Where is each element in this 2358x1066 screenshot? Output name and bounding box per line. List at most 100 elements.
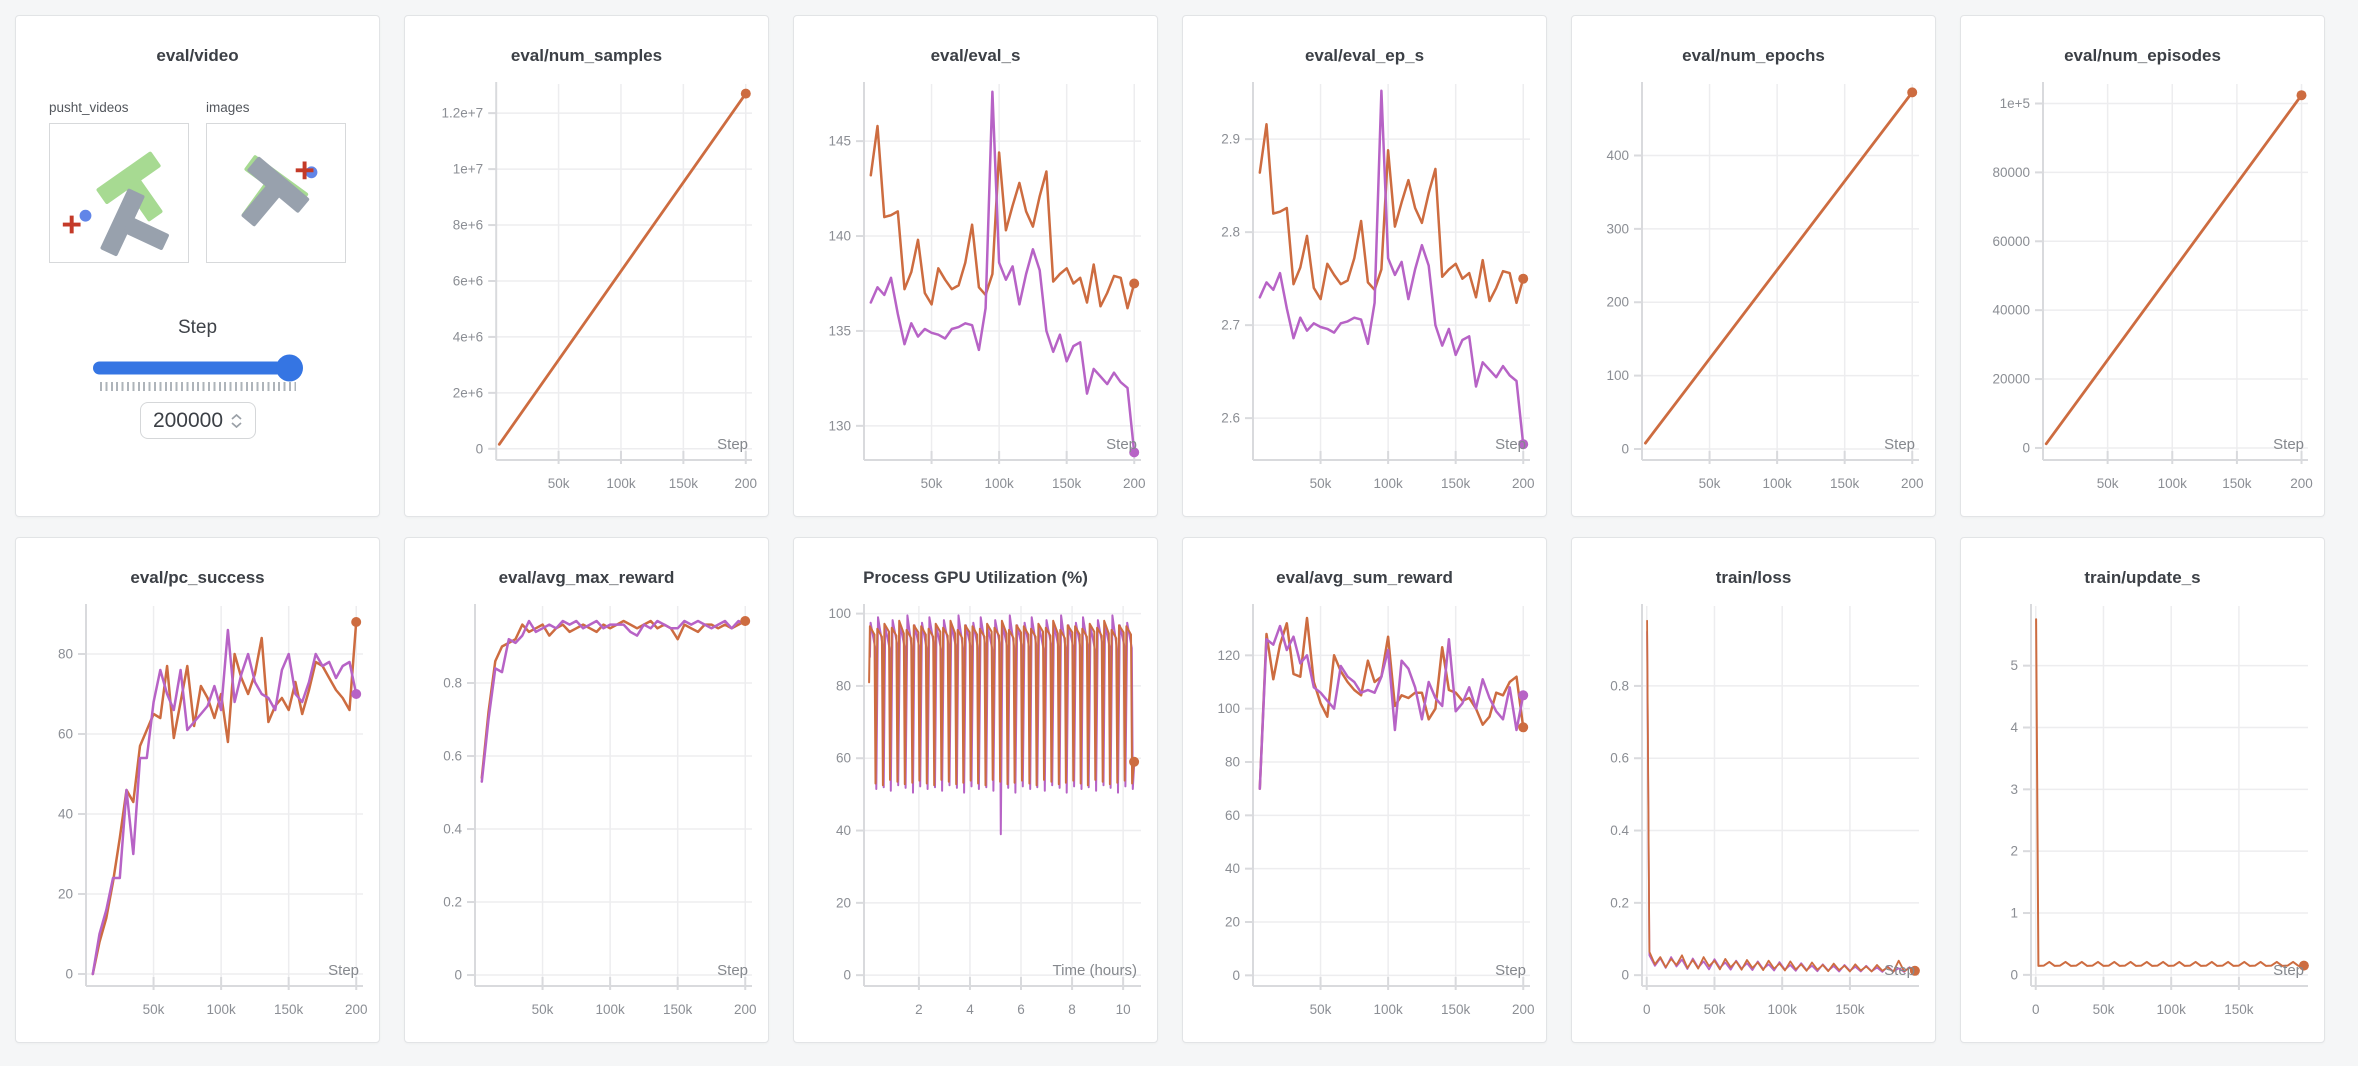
x-axis-title: Step [2273, 436, 2304, 453]
axes [856, 604, 1141, 990]
chart-plot-area[interactable]: 0 0.2 0.4 0.6 0.8 50k 100k 150k 200 Step [405, 600, 768, 1042]
chart-panel: train/update_s 0 1 2 3 4 5 0 50k 100k 150k Step [1960, 537, 2325, 1043]
svg-text:100k: 100k [984, 476, 1014, 491]
step-value[interactable]: 200000 [152, 408, 224, 432]
stepper-down-icon[interactable] [231, 421, 242, 428]
series-end-dot-orange [1518, 273, 1529, 284]
series-end-dot-orange [1909, 965, 1920, 976]
chart-plot-area[interactable]: 0 20 40 60 80 100 120 50k 100k 150k 200 Step [1183, 600, 1546, 1042]
chart-title: eval/pc_success [130, 568, 265, 587]
svg-text:100k: 100k [2158, 476, 2188, 491]
svg-text:200: 200 [1901, 476, 1924, 491]
series-line-orange [868, 619, 1136, 787]
svg-text:0.6: 0.6 [443, 749, 462, 764]
tick-labels: 0 20 40 60 80 100 2 4 6 8 10 [828, 606, 1130, 1017]
series-end-dot-purple [351, 689, 362, 699]
svg-text:60: 60 [1225, 808, 1240, 823]
series-end-dot-orange [1129, 278, 1140, 289]
step-slider[interactable] [92, 354, 303, 381]
chart-title: eval/num_episodes [2064, 46, 2221, 65]
svg-text:100k: 100k [1762, 476, 1792, 491]
svg-text:150k: 150k [2222, 476, 2252, 491]
svg-text:6: 6 [1017, 1002, 1025, 1017]
chart-plot-area[interactable]: 0 100 200 300 400 50k 100k 150k 200 Step [1572, 78, 1935, 516]
tick-labels: 0 20 40 60 80 50k 100k 150k 200 [58, 647, 368, 1018]
chart-plot-area[interactable]: 2.6 2.7 2.8 2.9 50k 100k 150k 200 Step [1183, 78, 1546, 516]
svg-text:100k: 100k [1373, 1002, 1403, 1017]
step-slider-thumb[interactable] [275, 354, 303, 381]
svg-text:4e+6: 4e+6 [453, 329, 483, 344]
svg-text:0.4: 0.4 [1610, 823, 1629, 838]
svg-text:200: 200 [1512, 476, 1535, 491]
chart-panel: eval/eval_s 130 135 140 145 50k 100k 150k 200 St… [793, 15, 1158, 517]
x-axis-title: Step [1106, 436, 1137, 453]
series-line-orange [1258, 123, 1525, 305]
tick-labels: 0 1 2 3 4 5 0 50k 100k 150k [2010, 658, 2253, 1017]
svg-text:60000: 60000 [1992, 234, 2030, 249]
svg-text:60: 60 [58, 727, 73, 742]
agent-dot-marker [305, 166, 318, 179]
axes [1634, 82, 1919, 464]
x-axis-title: Step [717, 962, 748, 979]
svg-text:135: 135 [828, 323, 851, 338]
series-end-dot-orange [740, 616, 751, 626]
gridlines [2031, 606, 2308, 986]
chart-title: eval/eval_ep_s [1304, 46, 1425, 65]
svg-text:150k: 150k [1441, 1002, 1471, 1017]
svg-text:50k: 50k [548, 476, 570, 491]
chart-title: eval/num_samples [510, 46, 663, 65]
svg-text:80: 80 [1225, 755, 1240, 770]
pusht-scene-canvas [62, 151, 169, 257]
svg-text:150k: 150k [2224, 1002, 2254, 1017]
series-line-orange [2044, 93, 2303, 446]
svg-text:10: 10 [1116, 1002, 1131, 1017]
media-thumbnails: pusht_videos images [16, 78, 379, 263]
tick-labels: 0 20 40 60 80 100 120 50k 100k 150k 200 [1217, 648, 1534, 1017]
svg-text:130: 130 [828, 418, 851, 433]
svg-text:2.7: 2.7 [1221, 318, 1240, 333]
image-scene-canvas [241, 155, 318, 227]
series-end-dot-orange [2298, 960, 2309, 971]
step-slider-ticks [99, 382, 296, 391]
chart-plot-area[interactable]: 0 1 2 3 4 5 0 50k 100k 150k Step [1961, 600, 2324, 1042]
step-slider-label: Step [177, 317, 218, 338]
series-line-orange [480, 619, 747, 780]
svg-text:0: 0 [476, 441, 484, 456]
series-end-dot-purple [1518, 690, 1529, 701]
svg-text:50k: 50k [1699, 476, 1721, 491]
svg-text:100k: 100k [606, 476, 636, 491]
svg-text:0: 0 [1621, 441, 1629, 456]
x-axis-title: Step [1495, 962, 1526, 979]
svg-text:50k: 50k [2097, 476, 2119, 491]
chart-plot-area[interactable]: 130 135 140 145 50k 100k 150k 200 Step [794, 78, 1157, 516]
svg-text:100k: 100k [2157, 1002, 2187, 1017]
x-axis-title: Step [1495, 436, 1526, 453]
chart-plot-area[interactable]: 0 20 40 60 80 100 2 4 6 8 10 Time (hours) [794, 600, 1157, 1042]
video-frame-pusht[interactable] [49, 123, 189, 263]
series-end-dot-orange [1907, 87, 1918, 98]
svg-text:2: 2 [2010, 844, 2018, 859]
svg-text:0.4: 0.4 [443, 822, 462, 837]
svg-text:4: 4 [966, 1002, 974, 1017]
series-end-dot-purple [1518, 439, 1529, 450]
chart-plot-area[interactable]: 0 20000 40000 60000 80000 1e+5 50k 100k 150k 200 S… [1961, 78, 2324, 516]
series-line-orange [869, 124, 1136, 310]
stepper-up-icon[interactable] [231, 413, 242, 420]
svg-text:80: 80 [58, 647, 73, 662]
chart-plot-area[interactable]: 0 2e+6 4e+6 6e+6 8e+6 1e+7 1.2e+7 50k 100k 150k 20… [405, 78, 768, 516]
media-panel-eval-video: eval/video pusht_videos images Step [15, 15, 380, 517]
chart-plot-area[interactable]: 0 0.2 0.4 0.6 0.8 0 50k 100k 150k Step [1572, 600, 1935, 1042]
step-slider-track[interactable] [92, 361, 297, 374]
svg-text:140: 140 [828, 229, 851, 244]
svg-text:0.8: 0.8 [1610, 678, 1629, 693]
svg-text:100k: 100k [595, 1002, 625, 1017]
chart-plot-area[interactable]: 0 20 40 60 80 50k 100k 150k 200 Step [16, 600, 379, 1042]
tick-labels: 0 100 200 300 400 50k 100k 150k 200 [1606, 148, 1923, 491]
media-panel-title: eval/video [156, 46, 239, 65]
media-thumb-label: images [206, 100, 250, 115]
svg-text:200: 200 [1512, 1002, 1535, 1017]
step-number-input[interactable]: 200000 [139, 402, 256, 439]
image-frame[interactable] [206, 123, 346, 263]
x-axis-title: Step [2273, 962, 2304, 979]
